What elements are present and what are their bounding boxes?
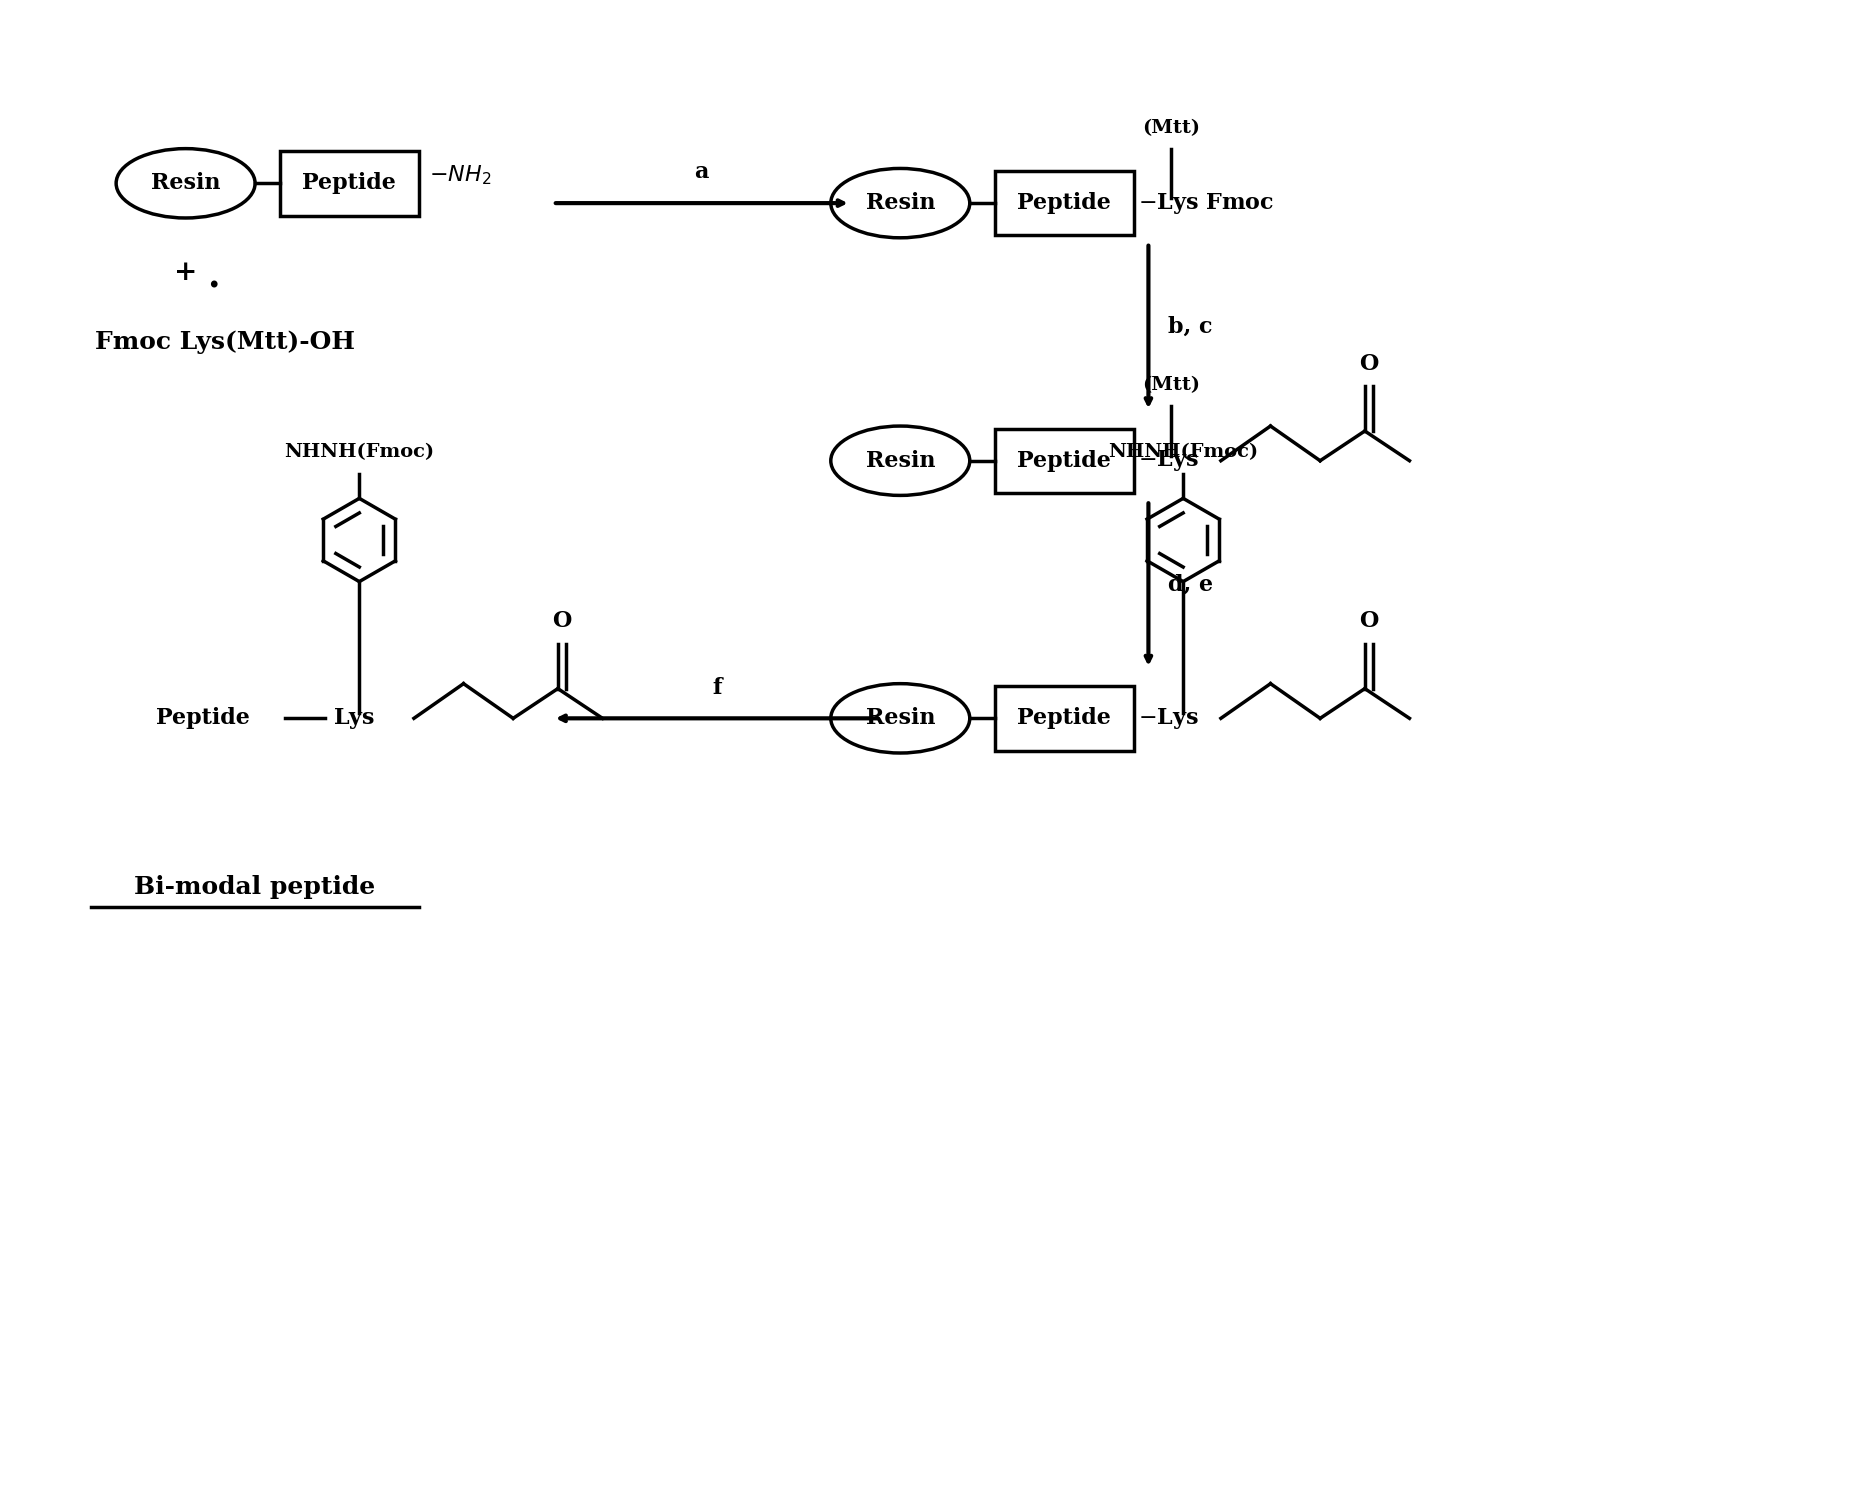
Text: (Mtt): (Mtt): [1143, 377, 1199, 395]
Text: Lys: Lys: [333, 707, 375, 730]
Text: $-$Lys: $-$Lys: [1139, 448, 1199, 474]
Text: NHNH(Fmoc): NHNH(Fmoc): [1107, 443, 1257, 461]
Text: Resin: Resin: [865, 707, 935, 730]
Text: Resin: Resin: [865, 192, 935, 214]
Text: .: .: [208, 261, 219, 294]
Text: Peptide: Peptide: [302, 172, 395, 195]
Text: Bi-modal peptide: Bi-modal peptide: [135, 875, 375, 899]
Text: $-$Lys Fmoc: $-$Lys Fmoc: [1139, 190, 1274, 216]
Text: O: O: [1358, 611, 1379, 632]
Text: f: f: [712, 677, 721, 698]
Text: NHNH(Fmoc): NHNH(Fmoc): [285, 443, 435, 461]
Text: Peptide: Peptide: [1017, 192, 1111, 214]
Text: Peptide: Peptide: [1017, 707, 1111, 730]
Text: $-NH_2$: $-NH_2$: [429, 163, 491, 187]
Text: Resin: Resin: [865, 449, 935, 472]
Text: Fmoc Lys(Mtt)-OH: Fmoc Lys(Mtt)-OH: [96, 330, 356, 354]
Text: +: +: [174, 259, 197, 287]
Text: d, e: d, e: [1167, 573, 1212, 596]
Text: $-$Lys: $-$Lys: [1139, 706, 1199, 731]
Text: O: O: [1358, 353, 1379, 374]
Text: Peptide: Peptide: [155, 707, 249, 730]
Text: Resin: Resin: [152, 172, 221, 195]
Text: a: a: [695, 161, 708, 184]
Text: (Mtt): (Mtt): [1143, 119, 1199, 137]
Text: b, c: b, c: [1167, 317, 1212, 338]
Text: O: O: [553, 611, 571, 632]
Text: Peptide: Peptide: [1017, 449, 1111, 472]
